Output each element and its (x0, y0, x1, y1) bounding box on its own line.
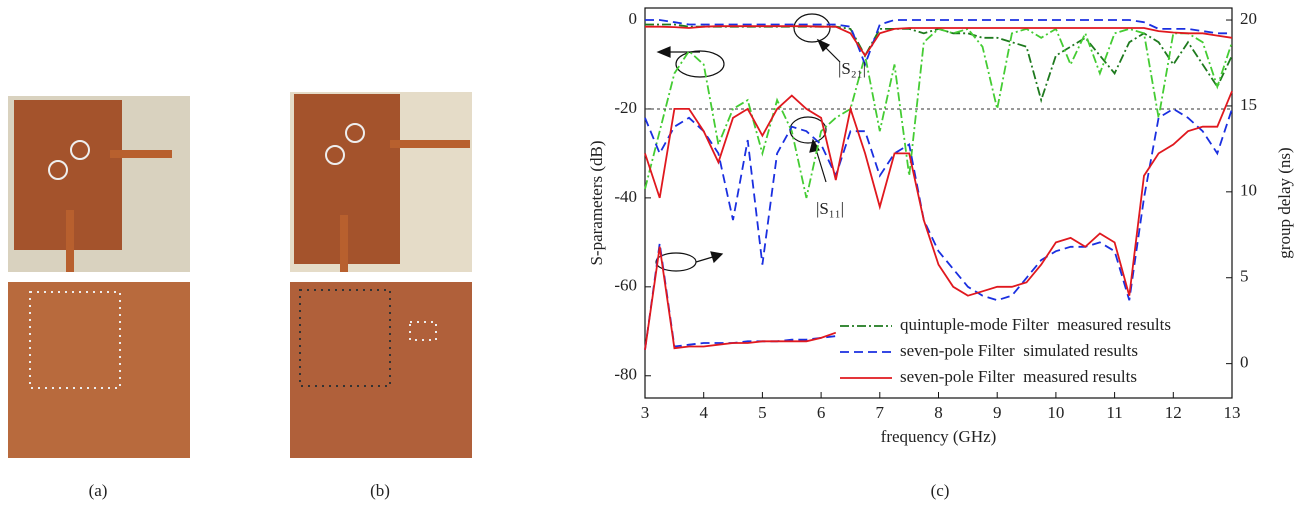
photo-a (8, 96, 190, 458)
series-line (644, 243, 836, 351)
series-line (644, 246, 837, 351)
series-line (645, 25, 1233, 58)
x-tick-label: 3 (641, 403, 650, 422)
series-line (644, 27, 1233, 199)
series-line (645, 23, 1233, 104)
panel-label: (c) (931, 481, 950, 500)
annotation-shapes (655, 13, 841, 272)
y-tick-label: -60 (614, 276, 637, 295)
y2-tick-label: 0 (1240, 353, 1249, 372)
series-line (645, 19, 1232, 68)
x-axis-label: frequency (GHz) (881, 427, 997, 446)
x-tick-label: 13 (1224, 403, 1241, 422)
y2-tick-label: 5 (1240, 267, 1249, 286)
y-tick-label: -40 (614, 187, 637, 206)
series-line (644, 107, 1233, 302)
x-tick-label: 5 (758, 403, 767, 422)
y2-tick-label: 10 (1240, 181, 1257, 200)
y-tick-label: -20 (614, 98, 637, 117)
y-tick-label: -80 (614, 365, 637, 384)
x-tick-label: 10 (1047, 403, 1064, 422)
x-tick-label: 11 (1106, 403, 1122, 422)
x-tick-label: 8 (934, 403, 943, 422)
y2-tick-label: 20 (1240, 9, 1257, 28)
y2-tick-label: 15 (1240, 95, 1257, 114)
legend-label: quintuple-mode Filter measured results (900, 315, 1171, 334)
panel-label: (b) (370, 481, 390, 500)
x-tick-label: 9 (993, 403, 1002, 422)
y2-axis-label: group delay (ns) (1275, 147, 1294, 258)
x-tick-label: 7 (876, 403, 885, 422)
panel-label: (a) (89, 481, 108, 500)
y-tick-label: 0 (629, 9, 638, 28)
x-tick-label: 6 (817, 403, 826, 422)
y-axis-label: S-parameters (dB) (587, 140, 606, 265)
legend-label: seven-pole Filter measured results (900, 367, 1137, 386)
x-tick-label: 12 (1165, 403, 1182, 422)
annotation: |S₂₁| (838, 59, 866, 78)
annotation: |S₁₁| (816, 199, 844, 218)
series-line (644, 90, 1233, 297)
photo-b (290, 92, 472, 458)
legend-label: seven-pole Filter simulated results (900, 341, 1138, 360)
x-tick-label: 4 (699, 403, 708, 422)
